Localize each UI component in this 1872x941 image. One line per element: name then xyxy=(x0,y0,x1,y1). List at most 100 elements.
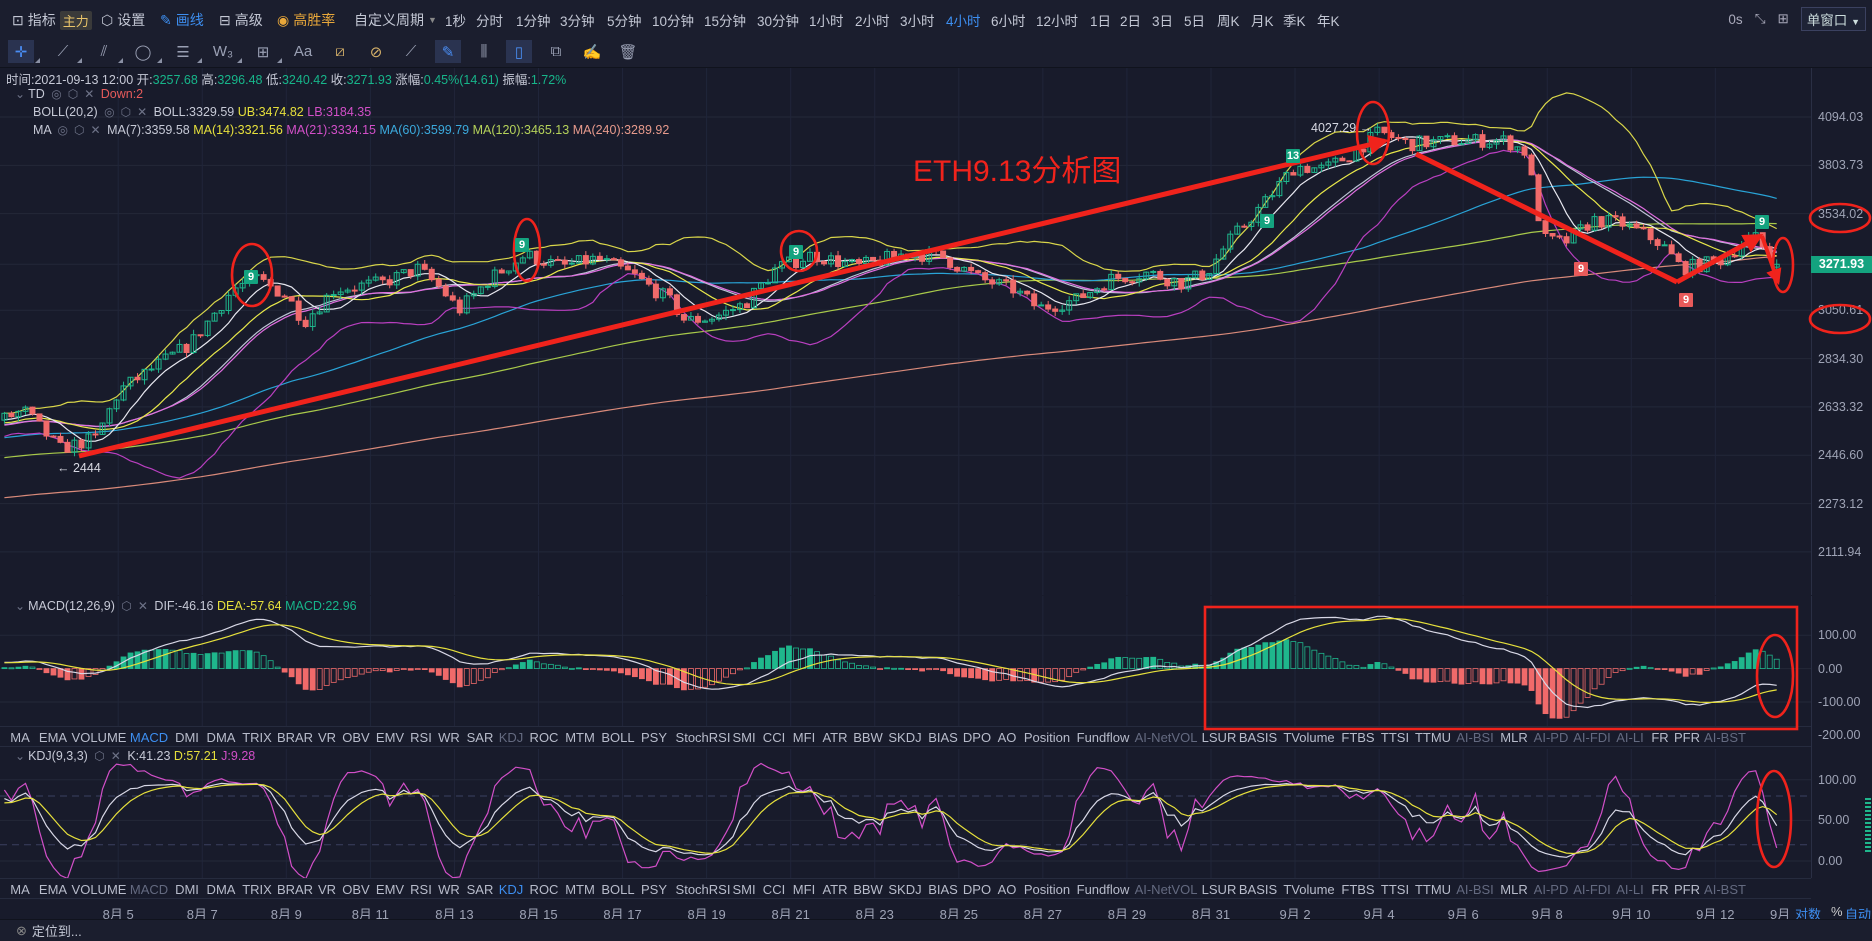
indicator-tab-ai-bsi[interactable]: AI-BSI xyxy=(1456,730,1494,745)
indicator-tab-mtm[interactable]: MTM xyxy=(565,730,595,745)
indicator-tab-dma[interactable]: DMA xyxy=(206,730,236,745)
indicator-tab-bias[interactable]: BIAS xyxy=(928,730,958,745)
kdj-axis[interactable]: 100.00 50.00 0.00 xyxy=(1811,749,1872,878)
indicator-tab-atr[interactable]: ATR xyxy=(822,730,848,745)
period-月K[interactable]: 月K xyxy=(1251,14,1274,29)
gear-icon[interactable]: ⬡ xyxy=(67,87,79,101)
price-chart[interactable] xyxy=(0,68,1811,595)
window-mode-dropdown[interactable]: 单窗口 ▼ xyxy=(1800,7,1866,31)
collapse-icon[interactable]: ⤡ xyxy=(1754,11,1766,26)
indicator-tab-trix[interactable]: TRIX xyxy=(242,730,272,745)
indicator-tab-cci[interactable]: CCI xyxy=(762,730,786,745)
parallel-tool[interactable]: ⫽ xyxy=(91,40,123,63)
indicator-tab-position[interactable]: Position xyxy=(1023,730,1071,745)
period-6小时[interactable]: 6小时 xyxy=(991,14,1026,29)
shape-tool[interactable]: ◯ xyxy=(130,40,162,63)
close-icon[interactable]: ✕ xyxy=(110,749,121,763)
indicator-tab-fr[interactable]: FR xyxy=(1651,882,1669,897)
indicator-tab-smi[interactable]: SMI xyxy=(732,882,756,897)
period-2日[interactable]: 2日 xyxy=(1120,14,1142,29)
indicator-tab-vr[interactable]: VR xyxy=(317,730,337,745)
indicator-tab-lsur[interactable]: LSUR xyxy=(1201,730,1237,745)
indicator-tab-dmi[interactable]: DMI xyxy=(175,882,199,897)
close-icon[interactable]: ✕ xyxy=(137,599,148,613)
custom-period-dropdown[interactable]: 自定义周期 ▼ xyxy=(354,10,437,30)
indicator-tab-ai-bst[interactable]: AI-BST xyxy=(1704,730,1746,745)
gear-icon[interactable]: ⬡ xyxy=(120,105,132,119)
period-1日[interactable]: 1日 xyxy=(1090,14,1112,29)
add-window-icon[interactable]: ⊞ xyxy=(1777,11,1789,26)
period-4小时[interactable]: 4小时 xyxy=(946,14,981,29)
indicator-tab-pfr[interactable]: PFR xyxy=(1674,730,1700,745)
indicator-tab-ai-fdi[interactable]: AI-FDI xyxy=(1573,730,1611,745)
indicator-tab-boll[interactable]: BOLL xyxy=(601,882,635,897)
indicator-tab-macd[interactable]: MACD xyxy=(129,730,169,745)
log-scale-toggle[interactable]: 对数 xyxy=(1795,907,1822,922)
indicator-tab-dma[interactable]: DMA xyxy=(206,882,236,897)
indicator-tab-vr[interactable]: VR xyxy=(317,882,337,897)
indicator-tab-dpo[interactable]: DPO xyxy=(962,882,992,897)
draw-button[interactable]: ✎ 画线 xyxy=(160,10,204,30)
indicator-tab-lsur[interactable]: LSUR xyxy=(1201,882,1237,897)
copy-tool[interactable]: ⧉ xyxy=(543,40,569,63)
indicator-tab-mfi[interactable]: MFI xyxy=(792,882,816,897)
indicator-tab-ema[interactable]: EMA xyxy=(38,882,68,897)
close-icon[interactable]: ✕ xyxy=(137,105,148,119)
indicator-tab-brar[interactable]: BRAR xyxy=(276,882,314,897)
indicator-tab-bias[interactable]: BIAS xyxy=(928,882,958,897)
period-年K[interactable]: 年K xyxy=(1317,14,1340,29)
indicator-tab-ttsi[interactable]: TTSI xyxy=(1380,730,1410,745)
ruler-tool[interactable]: ⟋ xyxy=(398,40,424,63)
indicator-tab-fundflow[interactable]: Fundflow xyxy=(1076,882,1130,897)
crosshair-tool[interactable]: ✛ xyxy=(8,40,40,63)
percent-scale-toggle[interactable]: % xyxy=(1831,904,1843,919)
indicator-tab-boll[interactable]: BOLL xyxy=(601,730,635,745)
indicator-tab-emv[interactable]: EMV xyxy=(375,882,405,897)
indicator-tab-ai-netvol[interactable]: AI-NetVOL xyxy=(1134,882,1198,897)
indicator-tab-ai-bsi[interactable]: AI-BSI xyxy=(1456,882,1494,897)
period-10分钟[interactable]: 10分钟 xyxy=(652,14,695,29)
period-周K[interactable]: 周K xyxy=(1217,14,1240,29)
indicator-tab-atr[interactable]: ATR xyxy=(822,882,848,897)
indicator-tab-pfr[interactable]: PFR xyxy=(1674,882,1700,897)
indicator-tab-rsi[interactable]: RSI xyxy=(410,882,432,897)
indicator-tab-ftbs[interactable]: FTBS xyxy=(1341,882,1375,897)
indicator-tab-tvolume[interactable]: TVolume xyxy=(1283,882,1335,897)
indicator-tab-mtm[interactable]: MTM xyxy=(565,882,595,897)
advanced-button[interactable]: ⊟ 高级 xyxy=(219,10,263,30)
indicator-tab-basis[interactable]: BASIS xyxy=(1238,882,1278,897)
indicator-tab-fr[interactable]: FR xyxy=(1651,730,1669,745)
indicator-tab-psy[interactable]: PSY xyxy=(640,882,668,897)
indicator-tab-ai-bst[interactable]: AI-BST xyxy=(1704,882,1746,897)
indicator-tab-wr[interactable]: WR xyxy=(438,882,460,897)
indicator-tab-ma[interactable]: MA xyxy=(10,730,30,745)
delete-tool[interactable]: 🗑 xyxy=(615,40,641,63)
indicator-tab-ao[interactable]: AO xyxy=(997,730,1017,745)
period-3分钟[interactable]: 3分钟 xyxy=(560,14,595,29)
date-axis[interactable]: 对数 % 自动 8月 5 8月 7 8月 9 8月 11 8月 13 8月 15 8月 17… xyxy=(0,899,1872,922)
continuous-draw-tool[interactable]: ✎ xyxy=(435,40,461,63)
indicator-tab-bbw[interactable]: BBW xyxy=(853,882,883,897)
indicator-tab-bbw[interactable]: BBW xyxy=(853,730,883,745)
indicator-tab-ttmu[interactable]: TTMU xyxy=(1414,882,1452,897)
pane-resize-handle[interactable] xyxy=(1865,798,1871,853)
indicator-tab-mlr[interactable]: MLR xyxy=(1500,882,1528,897)
period-3日[interactable]: 3日 xyxy=(1152,14,1174,29)
indicator-tab-position[interactable]: Position xyxy=(1023,882,1071,897)
indicator-tab-ai-pd[interactable]: AI-PD xyxy=(1533,882,1569,897)
collapse-chevron-icon[interactable]: ⌄ xyxy=(15,87,26,101)
indicator-tab-roc[interactable]: ROC xyxy=(529,730,559,745)
fib-tool[interactable]: ☰ xyxy=(170,40,202,63)
period-12小时[interactable]: 12小时 xyxy=(1036,14,1079,29)
indicator-tab-ai-li[interactable]: AI-LI xyxy=(1616,882,1644,897)
indicator-tab-ttmu[interactable]: TTMU xyxy=(1414,730,1452,745)
indicator-tab-sar[interactable]: SAR xyxy=(466,882,494,897)
period-季K[interactable]: 季K xyxy=(1283,14,1306,29)
indicator-tab-fundflow[interactable]: Fundflow xyxy=(1076,730,1130,745)
gear-icon[interactable]: ⬡ xyxy=(74,123,85,137)
indicator-tab-roc[interactable]: ROC xyxy=(529,882,559,897)
indicator-tab-tvolume[interactable]: TVolume xyxy=(1283,730,1335,745)
period-15分钟[interactable]: 15分钟 xyxy=(704,14,747,29)
close-icon[interactable]: ✕ xyxy=(90,123,101,137)
indicator-tab-volume[interactable]: VOLUME xyxy=(71,882,127,897)
